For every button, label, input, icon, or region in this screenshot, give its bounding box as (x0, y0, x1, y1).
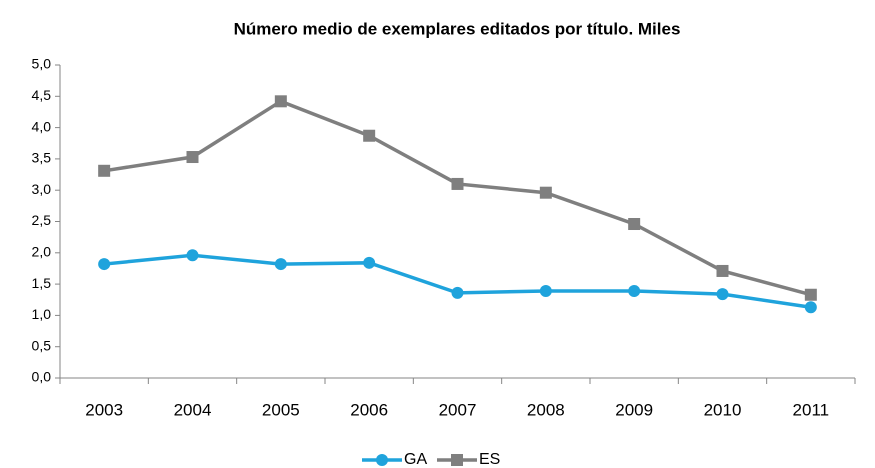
x-tick-label: 2005 (262, 400, 300, 419)
data-point (628, 218, 641, 231)
data-point (363, 129, 376, 142)
x-tick-label: 2009 (615, 400, 653, 419)
data-point (716, 288, 729, 301)
y-tick-label: 4,0 (32, 118, 52, 134)
data-point (804, 301, 817, 314)
x-tick-label: 2011 (793, 400, 830, 419)
data-point (186, 151, 199, 164)
y-tick-label: 1,0 (32, 306, 52, 322)
y-tick-label: 1,5 (32, 275, 52, 291)
data-point (539, 186, 552, 199)
data-point (539, 284, 552, 297)
y-tick-label: 0,0 (32, 369, 52, 385)
data-point (363, 256, 376, 269)
y-tick-label: 5,0 (32, 56, 52, 72)
legend-marker (376, 454, 388, 466)
chart-title: Número medio de exemplares editados por … (234, 19, 681, 38)
legend-label: ES (479, 451, 500, 468)
data-point (628, 284, 641, 297)
y-tick-label: 0,5 (32, 337, 52, 353)
series-line (103, 99, 812, 297)
x-tick-label: 2003 (85, 400, 123, 419)
x-tick-label: 2007 (439, 400, 477, 419)
data-point (804, 288, 817, 301)
data-point (274, 95, 287, 108)
y-tick-label: 2,0 (32, 244, 52, 260)
y-tick-label: 2,5 (32, 212, 52, 228)
y-tick-label: 3,0 (32, 181, 52, 197)
x-tick-label: 2004 (174, 400, 212, 419)
data-point (186, 249, 199, 262)
data-point (98, 258, 111, 271)
data-point (451, 177, 464, 190)
x-tick-label: 2008 (527, 400, 565, 419)
data-point (451, 286, 464, 299)
y-tick-label: 4,5 (32, 87, 52, 103)
data-point (716, 264, 729, 277)
legend-marker (451, 454, 463, 466)
y-tick-label: 3,5 (32, 150, 52, 166)
data-point (274, 258, 287, 271)
legend-label: GA (404, 451, 427, 468)
x-tick-label: 2010 (704, 400, 742, 419)
data-point (98, 164, 111, 177)
x-tick-label: 2006 (350, 400, 388, 419)
